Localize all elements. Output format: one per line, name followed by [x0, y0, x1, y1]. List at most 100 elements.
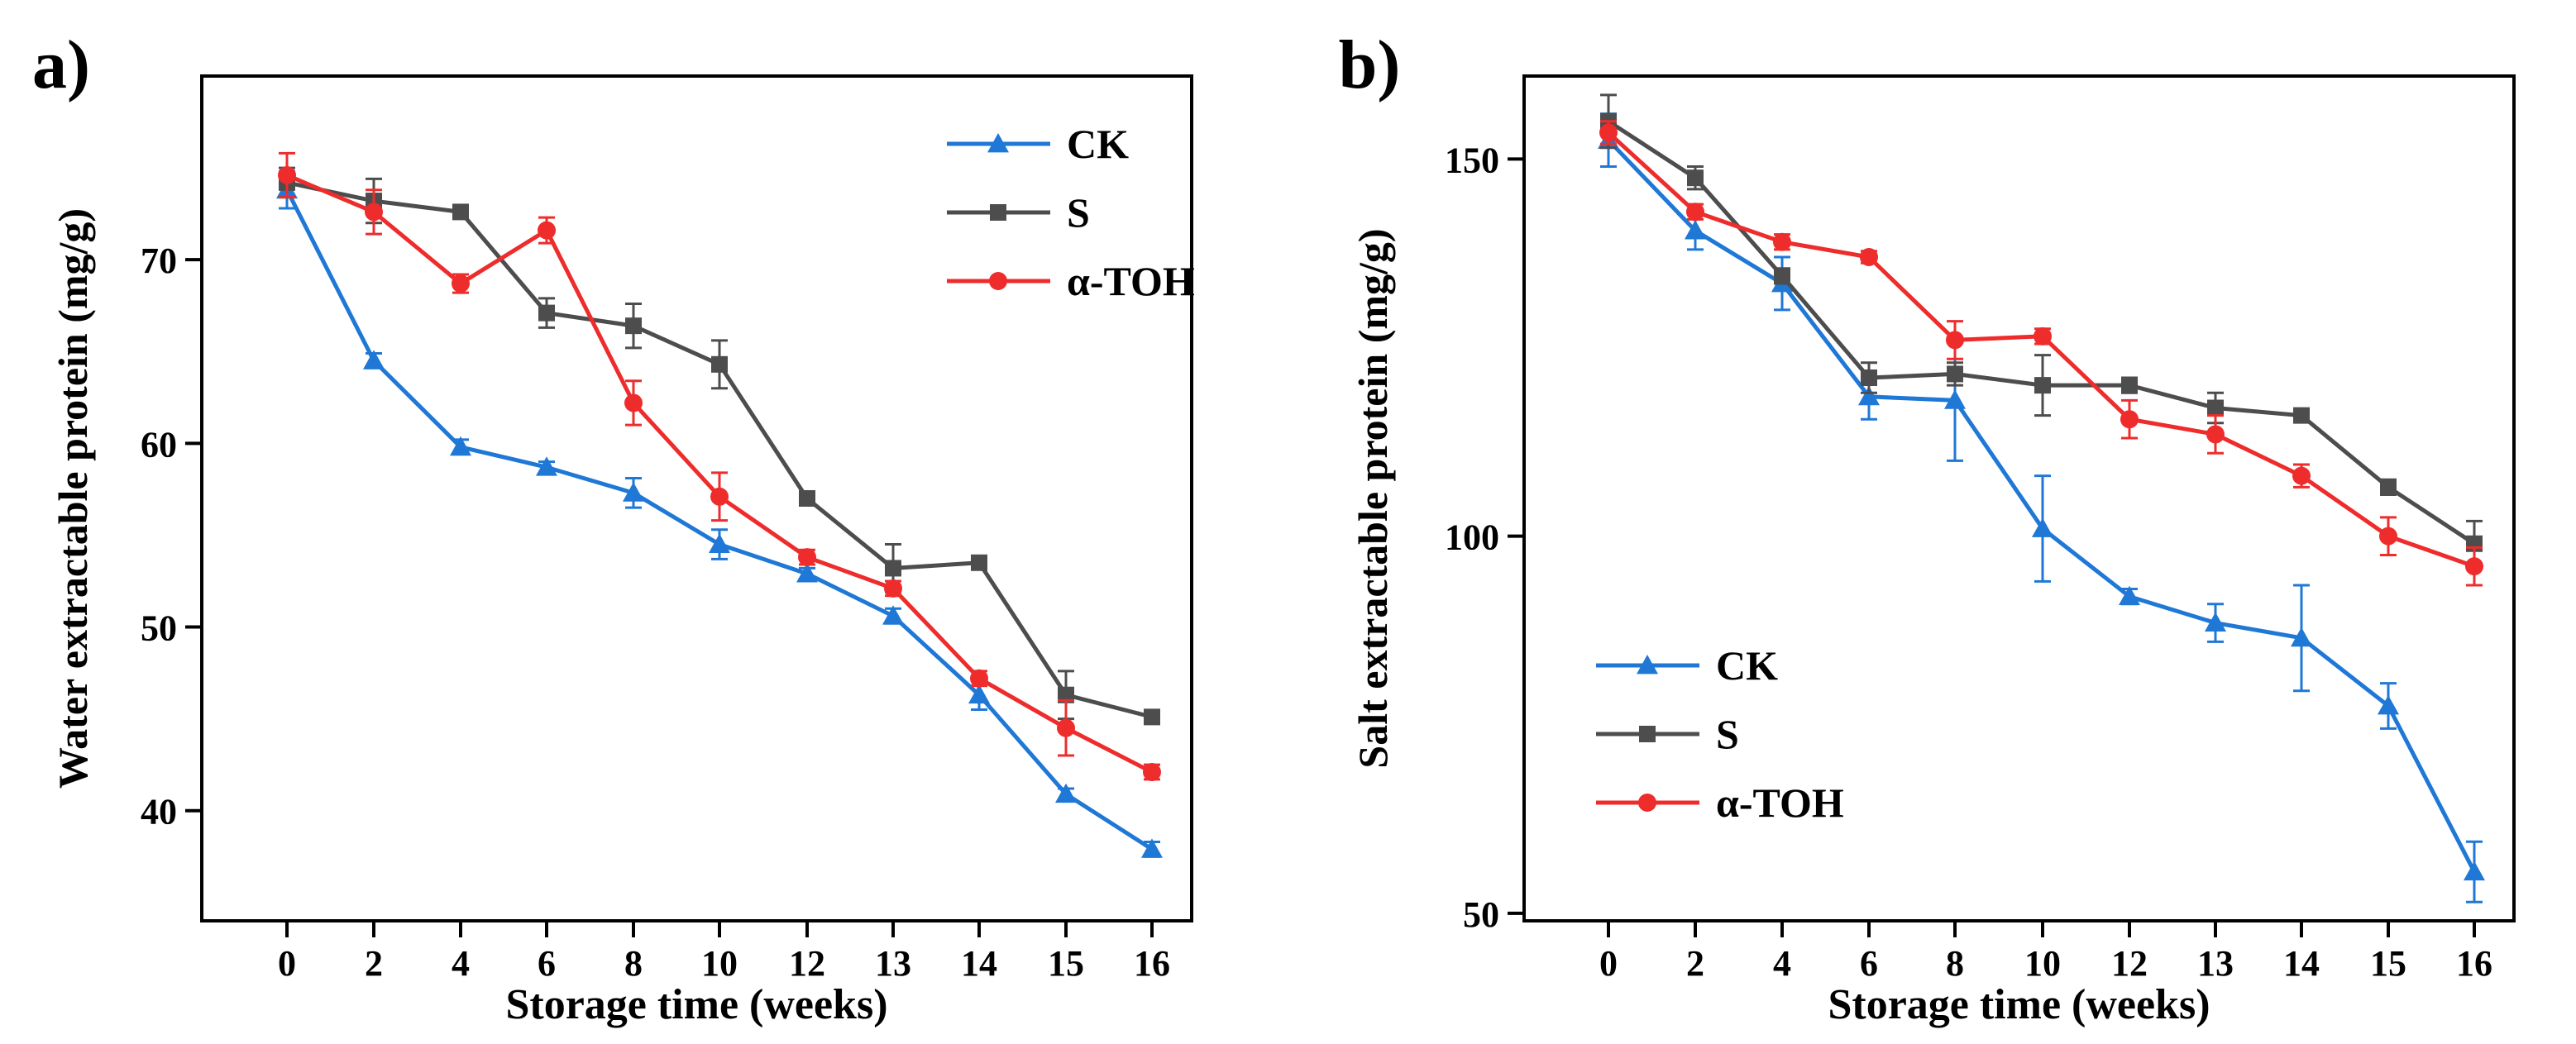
data-point	[882, 605, 904, 625]
panel-b: b) 0 2 4 6 8 10 12 13 14 15 16 50 100 150 Storage time …	[1339, 26, 2516, 1028]
data-point	[711, 355, 728, 373]
data-point	[2292, 466, 2311, 485]
data-point	[2119, 585, 2140, 606]
data-point	[2291, 627, 2312, 647]
y-tick-label: 150	[1445, 140, 1499, 180]
data-point	[538, 221, 556, 240]
y-tick-label: 60	[141, 424, 177, 465]
data-point	[536, 456, 557, 476]
panel-label: a)	[32, 26, 90, 103]
y-axis-title: Water extractable protein (mg/g)	[50, 208, 96, 789]
y-tick-label: 50	[141, 608, 177, 649]
data-point	[2034, 327, 2052, 346]
x-tick-label: 6	[538, 943, 556, 984]
legend-marker	[989, 272, 1007, 290]
y-tick-label: 100	[1445, 517, 1499, 558]
series-triangle	[1598, 112, 2485, 903]
data-point	[2121, 377, 2138, 394]
data-point	[1947, 365, 1963, 383]
data-point	[278, 165, 296, 184]
x-tick-label: 16	[1134, 943, 1170, 984]
x-tick-label: 4	[1773, 943, 1791, 984]
panel-a: a) 0 2 4 6 8 10 12 13 14 15 16 40 50 60 70 Storage time …	[32, 26, 1195, 1028]
data-point	[624, 393, 643, 412]
plot-frame	[200, 74, 1193, 922]
legend-label: S	[1716, 711, 1739, 757]
legend: CK Sα-TOH	[1596, 642, 1844, 826]
data-point	[1774, 267, 1790, 284]
data-point	[625, 317, 642, 335]
plot-frame	[1522, 74, 2516, 922]
data-point	[2207, 399, 2224, 417]
legend-marker	[1638, 794, 1656, 812]
y-tick-label: 70	[141, 241, 177, 281]
data-point	[710, 487, 729, 506]
data-point	[709, 533, 730, 553]
legend-marker	[1639, 726, 1656, 742]
data-point	[1685, 220, 1706, 240]
data-point	[884, 579, 902, 598]
data-point	[1143, 763, 1161, 782]
data-point	[2380, 479, 2397, 496]
data-point	[2032, 517, 2053, 537]
data-point	[2379, 527, 2397, 546]
legend-marker	[1637, 655, 1658, 675]
x-tick-label: 10	[701, 943, 738, 984]
data-point	[1858, 385, 1880, 406]
data-point	[365, 203, 383, 222]
x-tick-label: 2	[365, 943, 383, 984]
series-circle	[1599, 120, 2483, 587]
legend-label: α-TOH	[1716, 779, 1844, 826]
data-point	[1599, 123, 1618, 142]
x-tick-label: 14	[961, 943, 997, 984]
data-point	[1946, 331, 1964, 350]
data-point	[2378, 694, 2399, 715]
x-tick-label: 15	[1048, 943, 1084, 984]
data-point	[971, 554, 987, 571]
x-axis-title: Storage time (weeks)	[1828, 981, 2210, 1028]
data-point	[2206, 425, 2225, 444]
legend: CK Sα-TOH	[947, 121, 1195, 304]
x-tick-label: 15	[2370, 943, 2406, 984]
x-tick-label: 13	[2197, 943, 2234, 984]
data-point	[885, 560, 901, 577]
series-circle	[278, 151, 1161, 782]
data-point	[1144, 708, 1160, 726]
x-axis-title: Storage time (weeks)	[505, 981, 887, 1028]
data-point	[363, 350, 385, 369]
data-point	[1055, 783, 1077, 803]
data-point	[970, 669, 988, 688]
data-point	[1861, 369, 1877, 386]
data-point	[2120, 410, 2139, 429]
legend-marker	[987, 133, 1009, 153]
data-point	[2034, 377, 2051, 394]
data-point	[1944, 389, 1966, 409]
data-point	[798, 548, 816, 567]
data-point	[2464, 860, 2485, 881]
y-tick-label: 50	[1463, 894, 1499, 935]
x-tick-label: 13	[875, 943, 911, 984]
data-point	[796, 563, 818, 583]
series-square	[279, 166, 1160, 726]
data-point	[2205, 612, 2226, 632]
data-point	[1773, 232, 1791, 251]
data-point	[799, 490, 815, 507]
data-point	[1860, 248, 1878, 266]
x-tick-label: 6	[1860, 943, 1878, 984]
x-tick-label: 16	[2456, 943, 2492, 984]
y-tick-label: 40	[141, 792, 177, 832]
series-square	[1600, 93, 2483, 568]
data-point	[450, 436, 471, 456]
x-tick-label: 14	[2283, 943, 2320, 984]
data-point	[1686, 203, 1704, 222]
series-triangle	[276, 170, 1163, 858]
legend-label: α-TOH	[1067, 258, 1195, 304]
x-tick-label: 8	[1946, 943, 1964, 984]
y-axis-title: Salt extractable protein (mg/g)	[1350, 228, 1396, 768]
x-tick-label: 2	[1686, 943, 1704, 984]
x-tick-label: 8	[624, 943, 643, 984]
data-point	[968, 684, 990, 704]
data-point	[452, 203, 469, 221]
x-tick-label: 4	[452, 943, 470, 984]
